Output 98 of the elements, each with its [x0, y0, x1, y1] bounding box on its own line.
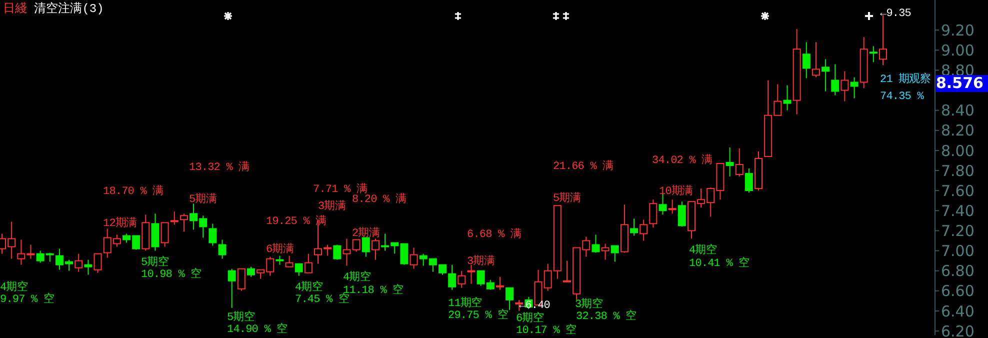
candlestick — [237, 268, 246, 292]
annotation: 5期空 — [227, 312, 254, 324]
candlestick — [342, 238, 351, 266]
candlestick — [783, 84, 792, 111]
candlestick — [285, 255, 294, 268]
y-tick-label: 7.20 — [941, 222, 974, 240]
annotation: 29.75 % 空 — [448, 310, 508, 322]
candlestick — [601, 243, 610, 260]
candlestick — [362, 237, 370, 258]
candlestick — [726, 146, 734, 178]
candlestick — [246, 266, 255, 278]
candlestick — [640, 219, 648, 242]
candlestick — [592, 234, 600, 254]
y-tick-label: 7.60 — [941, 182, 974, 200]
annotation: 4期空 — [0, 282, 28, 294]
candlestick — [610, 245, 619, 262]
annotation: 10期满 — [659, 186, 693, 198]
annotation: 10.98 % 空 — [141, 269, 202, 281]
y-tick-label: 9.20 — [941, 21, 974, 40]
candlestick — [831, 64, 840, 96]
candlestick — [294, 263, 303, 276]
y-tick-label: 9.00 — [941, 41, 974, 60]
y-tick-label: 6.20 — [941, 322, 974, 338]
candlestick — [678, 201, 686, 228]
candlestick — [151, 213, 160, 252]
candlestick — [744, 168, 753, 194]
candlestick — [304, 253, 312, 274]
y-tick-label: 8.40 — [941, 102, 974, 120]
annotation: 7.71 % 满 — [313, 184, 368, 196]
candlestick — [448, 264, 456, 290]
y-tick-label: 6.80 — [941, 262, 974, 280]
annotation: 21 期观察 — [880, 74, 930, 86]
annotation: 10.17 % 空 — [516, 325, 576, 337]
candlestick — [467, 264, 476, 284]
annotation: 3期空 — [575, 299, 602, 311]
annotation: 6期满 — [266, 244, 294, 256]
y-tick-label: 7.40 — [941, 202, 974, 220]
annotation: 3期满 — [318, 201, 346, 213]
candlestick — [228, 268, 236, 308]
candlestick — [74, 253, 83, 272]
y-tick-label: 8.20 — [941, 122, 974, 140]
annotation: 8.20 % 满 — [352, 194, 406, 206]
candlestick — [208, 223, 217, 246]
candlestick — [630, 218, 638, 236]
annotation: 9.97 % 空 — [0, 294, 54, 306]
candlestick — [812, 42, 820, 78]
y-tick-label: 6.40 — [941, 302, 974, 320]
annotation: 4期空 — [295, 282, 322, 294]
annotation: 13.32 % 满 — [189, 162, 250, 174]
candlestick — [84, 259, 92, 276]
candlestick — [850, 76, 858, 99]
candlestick — [735, 148, 744, 178]
candlestick — [218, 239, 226, 260]
candlestick — [658, 193, 667, 216]
y-tick-label: 8.00 — [941, 142, 974, 160]
annotation: 2期满 — [352, 228, 380, 240]
annotation: 11期空 — [448, 298, 482, 310]
candlestick — [410, 247, 418, 270]
annotation: 74.35 % — [880, 91, 924, 103]
candlestick — [371, 238, 380, 260]
annotation: ←9.35 — [880, 8, 912, 20]
annotation: 18.70 % 满 — [103, 186, 164, 198]
chart-title: 日綫 — [3, 2, 27, 16]
annotation: 4期空 — [343, 272, 370, 284]
candlestick — [879, 14, 887, 66]
candlestick — [94, 253, 102, 274]
annotation: 14.90 % 空 — [227, 324, 288, 336]
candlestick — [802, 42, 810, 79]
candlestick — [506, 287, 514, 310]
annotation: 12期满 — [103, 218, 137, 230]
candlestick — [170, 211, 178, 226]
candlestick — [668, 199, 676, 214]
annotation: 5期满 — [189, 194, 216, 206]
candlestick — [458, 270, 466, 288]
annotation: 3期满 — [467, 256, 494, 268]
y-tick-label: 6.60 — [941, 282, 974, 300]
candlestick — [649, 199, 658, 228]
y-tick-label: 7.00 — [941, 242, 974, 260]
candlestick — [333, 244, 342, 260]
candlestick — [822, 58, 830, 92]
candlestick — [869, 46, 878, 63]
candlestick — [840, 70, 849, 102]
annotation: 6.68 % 满 — [467, 229, 522, 241]
candlestick — [496, 276, 504, 290]
annotation: 4期空 — [689, 245, 716, 257]
annotation: 32.38 % 空 — [576, 311, 636, 323]
y-tick-label: 7.80 — [941, 162, 974, 180]
annotation: 34.02 % 满 — [652, 155, 712, 167]
annotation: 21.66 % 满 — [553, 161, 614, 173]
annotation: 10.41 % 空 — [689, 258, 750, 270]
candlestick — [276, 255, 284, 266]
annotation: 5期满 — [553, 193, 580, 205]
annotation: 6期空 — [516, 313, 544, 325]
candlestick — [180, 213, 188, 232]
chart-subtitle: 清空注满(3) — [34, 2, 104, 16]
annotation: 5期空 — [141, 257, 168, 269]
candlestick — [352, 239, 360, 252]
candlestick — [160, 222, 169, 248]
